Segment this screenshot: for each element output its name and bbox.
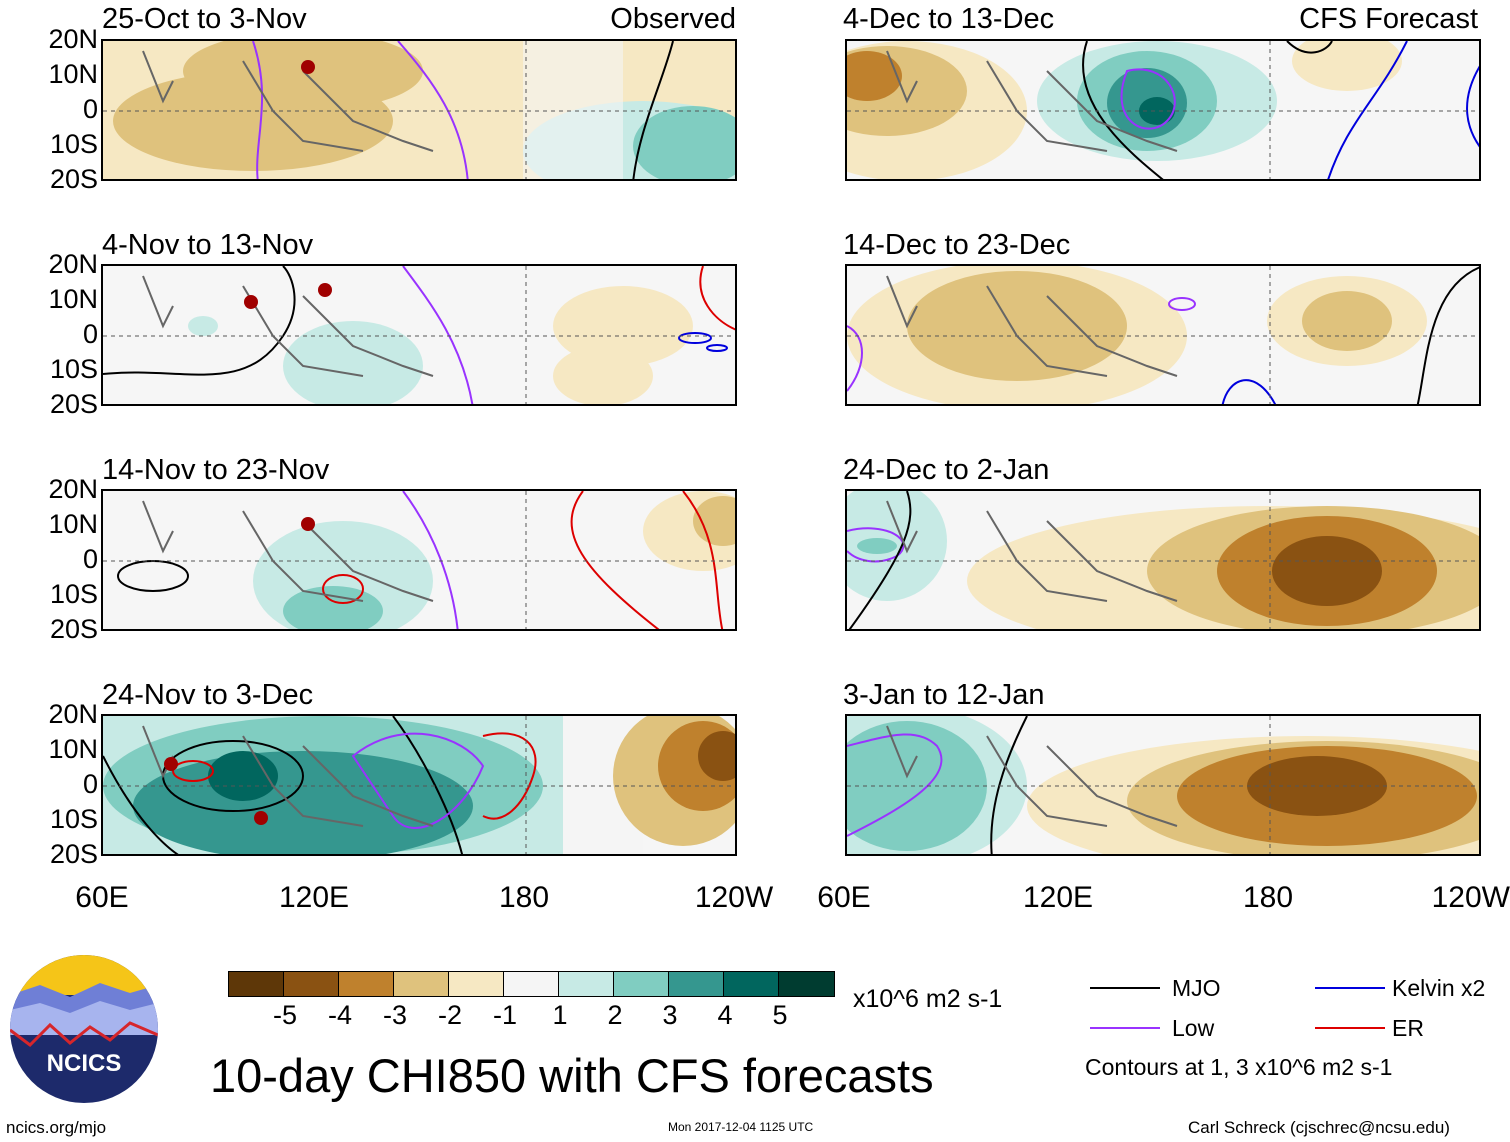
legend-contours-note: Contours at 1, 3 x10^6 m2 s-1	[1085, 1054, 1393, 1080]
lon-label: 180	[498, 881, 550, 914]
panel-title-8: 3-Jan to 12-Jan	[843, 679, 1045, 711]
lat-label: 20S	[49, 614, 98, 644]
legend-er-label: ER	[1392, 1015, 1424, 1041]
panel-title-6: 14-Dec to 23-Dec	[843, 229, 1071, 261]
legend-low-label: Low	[1172, 1015, 1215, 1041]
lat-label: 10N	[48, 284, 98, 314]
lon-label: 120W	[694, 881, 774, 914]
panel-graphics	[847, 491, 1479, 629]
lon-label: 60E	[75, 881, 129, 914]
colorbar-label: 1	[552, 1000, 568, 1030]
legend-kelvin-label: Kelvin x2	[1392, 975, 1486, 1001]
legend-er-line	[1315, 1027, 1385, 1029]
map-panel-24nov-3dec	[101, 714, 737, 856]
lon-label: 120E	[1022, 881, 1094, 914]
lat-label: 20S	[49, 389, 98, 419]
main-title: 10-day CHI850 with CFS forecasts	[210, 1049, 934, 1102]
map-panel-25oct-3nov	[101, 39, 737, 181]
colorbar-label: -3	[382, 1000, 407, 1030]
site-link[interactable]: ncics.org/mjo	[6, 1118, 107, 1137]
legend-mjo-label: MJO	[1172, 975, 1221, 1001]
map-panel-4nov-13nov	[101, 264, 737, 406]
lon-label: 120W	[1431, 882, 1510, 914]
panel-graphics	[103, 41, 735, 179]
lat-label: 0	[82, 769, 98, 799]
colorbar-swatch	[724, 972, 779, 996]
panel-graphics	[847, 266, 1479, 404]
colorbar-label: 2	[607, 1000, 623, 1030]
lat-label: 20N	[48, 249, 98, 279]
map-panel-14nov-23nov	[101, 489, 737, 631]
panel-title-2: 4-Nov to 13-Nov	[102, 229, 314, 261]
colorbar-swatch	[559, 972, 614, 996]
colorbar-label: 3	[662, 1000, 678, 1030]
lon-label: 120E	[278, 881, 350, 914]
panel-graphics	[847, 41, 1479, 179]
colorbar-swatch	[449, 972, 504, 996]
panel-graphics	[847, 716, 1479, 854]
colorbar-label: -2	[437, 1000, 462, 1030]
colorbar-swatch	[284, 972, 339, 996]
legend-low-line	[1090, 1027, 1160, 1029]
colorbar-swatch	[504, 972, 559, 996]
lat-label: 10N	[48, 59, 98, 89]
lat-label: 10N	[48, 734, 98, 764]
colorbar-swatch	[779, 972, 834, 996]
lat-label: 20S	[49, 839, 98, 869]
lat-label: 20N	[48, 24, 98, 54]
panel-graphics	[103, 716, 735, 854]
logo-graphic	[10, 955, 158, 1047]
lat-label: 0	[82, 319, 98, 349]
colorbar-swatch	[394, 972, 449, 996]
lat-label: 10N	[48, 509, 98, 539]
logo-text: NCICS	[46, 1050, 122, 1077]
colorbar	[228, 971, 835, 997]
lon-label: 180	[1242, 881, 1294, 914]
ncics-logo: NCICS	[10, 955, 158, 1103]
lat-label: 0	[82, 94, 98, 124]
panel-graphics	[103, 266, 735, 404]
timestamp: Mon 2017-12-04 1125 UTC	[668, 1120, 814, 1134]
panel-title-7: 24-Dec to 2-Jan	[843, 454, 1050, 486]
lat-label: 20S	[49, 164, 98, 194]
colorbar-label: -5	[272, 1000, 297, 1030]
colorbar-swatch	[229, 972, 284, 996]
panel-title-4: 24-Nov to 3-Dec	[102, 679, 314, 711]
colorbar-swatch	[614, 972, 669, 996]
legend-kelvin-line	[1315, 987, 1385, 989]
lon-label: 60E	[817, 881, 871, 914]
lat-label: 10S	[49, 129, 98, 159]
map-panel-14dec-23dec	[845, 264, 1481, 406]
colorbar-label: -1	[492, 1000, 517, 1030]
colorbar-label: 4	[717, 1000, 733, 1030]
colorbar-units: x10^6 m2 s-1	[853, 985, 1003, 1013]
panel-title-1: 25-Oct to 3-Nov	[102, 3, 307, 35]
map-panel-4dec-13dec	[845, 39, 1481, 181]
panel-graphics	[103, 491, 735, 629]
map-panel-3jan-12jan	[845, 714, 1481, 856]
colorbar-label: 5	[772, 1000, 788, 1030]
observed-label: Observed	[610, 3, 736, 35]
lat-label: 10S	[49, 354, 98, 384]
panel-title-3: 14-Nov to 23-Nov	[102, 454, 330, 486]
lat-label: 0	[82, 544, 98, 574]
lat-label: 10S	[49, 804, 98, 834]
colorbar-swatch	[339, 972, 394, 996]
cfs-forecast-label: CFS Forecast	[1299, 3, 1478, 35]
credit: Carl Schreck (cjschrec@ncsu.edu)	[1188, 1118, 1450, 1137]
lat-label: 10S	[49, 579, 98, 609]
lat-label: 20N	[48, 474, 98, 504]
colorbar-label: -4	[327, 1000, 352, 1030]
colorbar-swatch	[669, 972, 724, 996]
lat-label: 20N	[48, 699, 98, 729]
legend-mjo-line	[1090, 987, 1160, 989]
panel-title-5: 4-Dec to 13-Dec	[843, 3, 1055, 35]
map-panel-24dec-2jan	[845, 489, 1481, 631]
